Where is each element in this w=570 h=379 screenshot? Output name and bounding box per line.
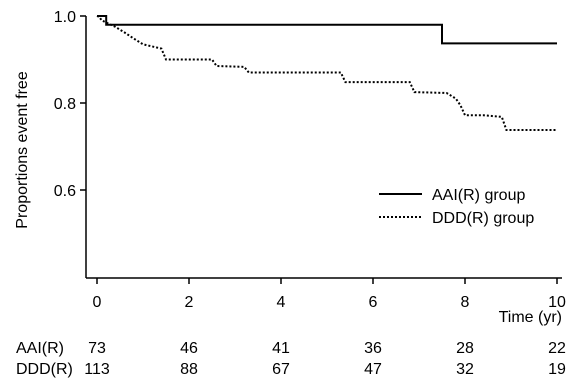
risk-table: AAI(R) DDD(R) 73 46 41 36 28 22 113 88 67 47 32 19 — [16, 340, 566, 378]
legend: AAI(R) group DDD(R) group — [379, 187, 534, 227]
series-line-aai — [97, 15, 557, 45]
risk-value: 28 — [456, 340, 474, 357]
risk-value: 67 — [272, 361, 290, 378]
y-tick-label: 0.8 — [54, 96, 76, 113]
risk-value: 47 — [364, 361, 382, 378]
risk-row-label-aai: AAI(R) — [16, 340, 64, 357]
y-tick-label: 1.0 — [54, 9, 76, 26]
y-tick-label: 0.6 — [54, 183, 76, 200]
legend-label-aai: AAI(R) group — [432, 187, 525, 204]
x-tick-label: 10 — [548, 294, 566, 311]
risk-value: 113 — [84, 361, 110, 378]
legend-label-ddd: DDD(R) group — [432, 210, 534, 227]
risk-row-label-ddd: DDD(R) — [16, 361, 73, 378]
x-ticks: 0 2 4 6 8 10 — [93, 278, 566, 311]
x-tick-label: 8 — [461, 294, 470, 311]
x-tick-label: 6 — [369, 294, 378, 311]
x-tick-label: 0 — [93, 294, 102, 311]
y-axis-title: Proportions event free — [14, 71, 31, 229]
risk-value: 36 — [364, 340, 382, 357]
series-line-ddd — [96, 15, 557, 131]
risk-value: 41 — [272, 340, 290, 357]
risk-value: 22 — [548, 340, 566, 357]
risk-value: 88 — [180, 361, 198, 378]
y-ticks: 1.0 0.8 0.6 — [54, 9, 86, 200]
x-tick-label: 4 — [277, 294, 286, 311]
risk-values: 73 46 41 36 28 22 113 88 67 47 32 19 — [84, 340, 566, 378]
risk-value: 32 — [456, 361, 474, 378]
risk-value: 73 — [88, 340, 106, 357]
series-group — [96, 15, 557, 131]
risk-value: 19 — [548, 361, 566, 378]
risk-value: 46 — [180, 340, 198, 357]
x-axis-title: Time (yr) — [499, 309, 562, 326]
x-tick-label: 2 — [185, 294, 194, 311]
